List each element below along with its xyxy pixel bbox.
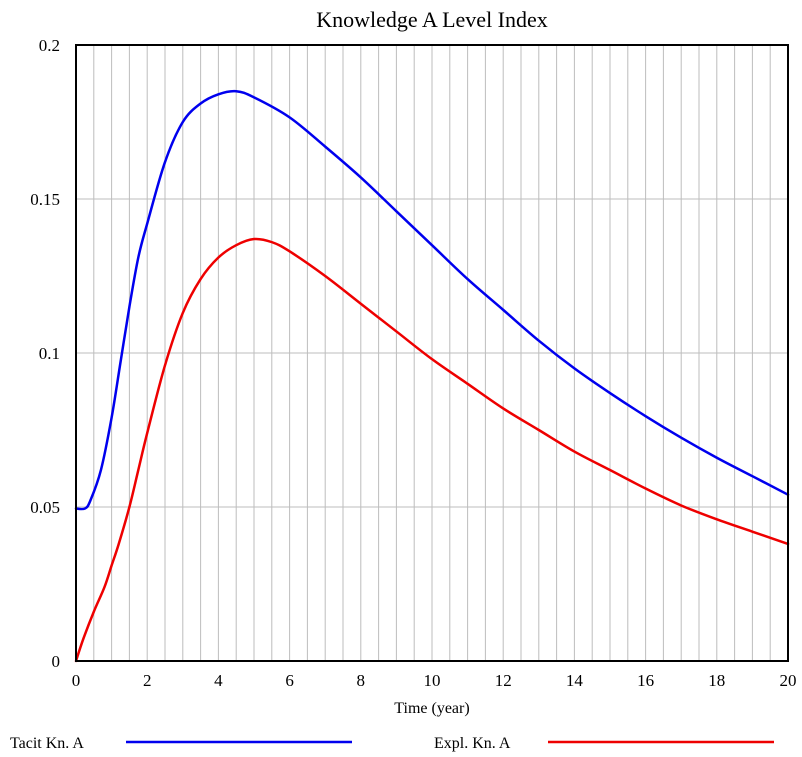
x-tick-label: 18 [708, 671, 725, 690]
y-tick-label: 0.05 [30, 498, 60, 517]
legend: Tacit Kn. A Expl. Kn. A [10, 735, 774, 752]
x-tick-label: 14 [566, 671, 584, 690]
y-tick-label: 0.15 [30, 190, 60, 209]
x-tick-label: 4 [214, 671, 223, 690]
plot-frame [75, 44, 789, 662]
x-tick-label: 6 [285, 671, 294, 690]
y-tick-label: 0.2 [39, 36, 60, 55]
x-tick-label: 10 [424, 671, 441, 690]
y-axis-ticks: 0 0.05 0.1 0.15 0.2 [30, 36, 60, 671]
grid [76, 45, 788, 661]
x-tick-label: 16 [637, 671, 654, 690]
x-axis-label: Time (year) [394, 700, 469, 717]
y-tick-label: 0.1 [39, 344, 60, 363]
series-line-1 [74, 89, 790, 511]
legend-label-2: Expl. Kn. A [434, 735, 511, 752]
chart-title: Knowledge A Level Index [316, 7, 548, 32]
x-tick-label: 0 [72, 671, 81, 690]
x-tick-label: 2 [143, 671, 152, 690]
x-tick-label: 20 [780, 671, 797, 690]
x-tick-label: 12 [495, 671, 512, 690]
y-tick-label: 0 [52, 652, 61, 671]
series-line-2 [74, 237, 790, 663]
x-axis-ticks: 0 2 4 6 8 10 12 14 16 18 20 [72, 671, 797, 690]
series-lines [74, 89, 790, 663]
legend-label-1: Tacit Kn. A [10, 735, 84, 752]
x-tick-label: 8 [357, 671, 366, 690]
